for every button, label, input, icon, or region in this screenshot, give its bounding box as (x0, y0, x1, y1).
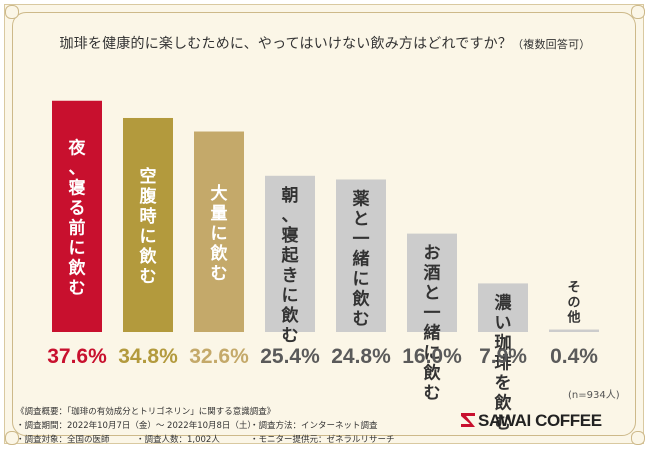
value-label: 7.9% (479, 345, 527, 368)
category-label: 薬と一緒に飲む (352, 189, 371, 329)
survey-provider: ・モニター提供元：ゼネラルリサーチ (250, 435, 395, 445)
chart-title-main: 珈琲を健康的に楽しむために、やってはいけない飲み方はどれですか？ (59, 36, 513, 52)
survey-count: ・調査人数：1,002人 (136, 435, 220, 445)
brand-logo-mark (461, 413, 475, 427)
category-label: 濃い珈琲を飲む (494, 292, 513, 433)
survey-outline: 《調査概要：「珈琲の有効成分とトリゴネリン」に関する意識調査》 (16, 407, 276, 417)
value-label: 37.6% (47, 345, 107, 368)
chart-frame (4, 4, 644, 444)
value-label: 34.8% (118, 345, 178, 368)
bar-4 (265, 175, 315, 332)
chart-title: 珈琲を健康的に楽しむために、やってはいけない飲み方はどれですか？（複数回答可） (18, 33, 632, 53)
category-label: お酒と一緒に飲む (423, 244, 442, 404)
category-label: 夜、寝る前に飲む (68, 137, 87, 298)
corner-ornament (631, 5, 645, 19)
category-label: 空腹時に飲む (139, 166, 158, 287)
category-label: その他 (566, 281, 580, 326)
bar-3 (194, 131, 244, 332)
category-label: 大量に飲む (210, 183, 229, 284)
survey-target: ・調査対象：全国の医師 (16, 435, 110, 445)
sample-size-note: (n=934人) (568, 390, 620, 401)
value-label: 25.4% (260, 345, 320, 368)
bar-6 (407, 233, 457, 332)
corner-ornament (5, 5, 19, 19)
decorative-border (12, 12, 636, 436)
value-label: 16.0% (402, 345, 462, 368)
bar-5 (336, 179, 386, 332)
corner-ornament (631, 431, 645, 445)
bar-1 (52, 100, 102, 332)
survey-method: ・調査方法：インターネット調査 (250, 421, 378, 431)
chart-title-sub: （複数回答可） (512, 38, 591, 51)
brand-logo: SAWAI COFFEE (478, 411, 602, 430)
value-label: 0.4% (550, 345, 598, 368)
bar-7 (478, 283, 528, 332)
corner-ornament (5, 431, 19, 445)
bar-2 (123, 117, 173, 332)
value-label: 24.8% (331, 345, 391, 368)
bar-8 (549, 329, 599, 332)
category-label: 朝、寝起きに飲む (281, 185, 300, 346)
survey-period: ・調査期間：2022年10月7日（金）～ 2022年10月8日（土） (16, 421, 256, 431)
value-label: 32.6% (189, 345, 249, 368)
